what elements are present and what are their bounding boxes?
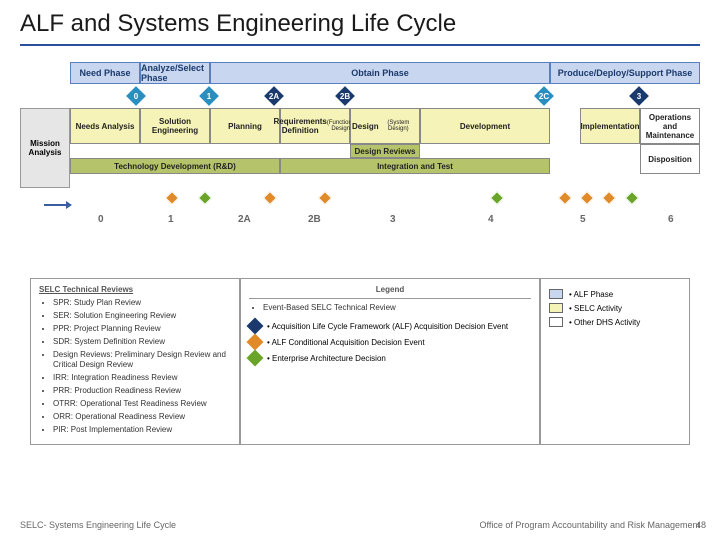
legend-tech-reviews: SELC Technical Reviews SPR: Study Plan R… (30, 278, 240, 445)
legend-shape-row: • ALF Conditional Acquisition Decision E… (249, 336, 531, 348)
legend-item: SDR: System Definition Review (53, 337, 231, 347)
arrow-icon (44, 204, 68, 206)
phase-header: Analyze/Select Phase (140, 62, 210, 84)
selc-marker (490, 191, 504, 205)
stage-number: 2B (308, 214, 321, 225)
activity-lane: Design Reviews (350, 144, 420, 158)
legend-item: SER: Solution Engineering Review (53, 311, 231, 321)
stage-number: 5 (580, 214, 586, 225)
selc-marker-row (70, 188, 700, 208)
legend-item: PPR: Project Planning Review (53, 324, 231, 334)
alf-selc-diagram: Need PhaseAnalyze/Select PhaseObtain Pha… (20, 62, 700, 272)
legend-shape-row: • SELC Activity (549, 303, 681, 313)
footer-right: Office of Program Accountability and Ris… (480, 520, 700, 530)
stage-number: 0 (98, 214, 104, 225)
mission-analysis: Mission Analysis (20, 108, 70, 188)
ade-diamond: 2C (535, 87, 553, 105)
legend-item: Design Reviews: Preliminary Design Revie… (53, 350, 231, 370)
legend-panel: SELC Technical Reviews SPR: Study Plan R… (30, 278, 690, 445)
legend-item: ORR: Operational Readiness Review (53, 412, 231, 422)
legend-shape-row: • Other DHS Activity (549, 317, 681, 327)
ade-diamond: 0 (127, 87, 145, 105)
ade-diamond: 2B (336, 87, 354, 105)
activity-lane: Needs Analysis (70, 108, 140, 144)
selc-marker (625, 191, 639, 205)
activity-band: Mission Analysis Needs AnalysisSolution … (20, 108, 700, 188)
phase-header: Obtain Phase (210, 62, 550, 84)
phase-header: Need Phase (70, 62, 140, 84)
slide-footer: SELC- Systems Engineering Life Cycle Off… (20, 520, 700, 530)
legend-item: SPR: Study Plan Review (53, 298, 231, 308)
stage-number-row: 0 1 2A 2B 3 4 5 6 (70, 214, 700, 232)
legend-item: PRR: Production Readiness Review (53, 386, 231, 396)
legend-shape-row: • ALF Phase (549, 289, 681, 299)
stage-number: 2A (238, 214, 251, 225)
activity-lane: Operations and Maintenance (640, 108, 700, 144)
legend-shape-row: • Enterprise Architecture Decision (249, 352, 531, 364)
legend-right: • ALF Phase • SELC Activity • Other DHS Ac… (540, 278, 690, 445)
ade-diamond: 3 (630, 87, 648, 105)
activity-lanes: Needs AnalysisSolution EngineeringPlanni… (70, 108, 700, 188)
legend-item: PIR: Post Implementation Review (53, 425, 231, 435)
footer-left: SELC- Systems Engineering Life Cycle (20, 520, 176, 530)
activity-lane: Solution Engineering (140, 108, 210, 144)
legend-shape-row: • Acquisition Life Cycle Framework (ALF)… (249, 320, 531, 332)
activity-lane: Requirements Definition(Functional Desig… (280, 108, 350, 144)
selc-marker (558, 191, 572, 205)
ade-diamond: 1 (200, 87, 218, 105)
page-number: 48 (696, 520, 706, 530)
slide: ALF and Systems Engineering Life Cycle N… (0, 0, 720, 540)
legend-tech-title: SELC Technical Reviews (39, 285, 231, 294)
selc-marker (602, 191, 616, 205)
page-title: ALF and Systems Engineering Life Cycle (20, 10, 700, 46)
legend-center: Legend Event-Based SELC Technical Review… (240, 278, 540, 445)
selc-marker (165, 191, 179, 205)
stage-number: 1 (168, 214, 174, 225)
phase-header: Produce/Deploy/Support Phase (550, 62, 700, 84)
activity-lane: Development (420, 108, 550, 144)
legend-evt: Event-Based SELC Technical Review (263, 303, 531, 313)
activity-lane: Technology Development (R&D) (70, 158, 280, 174)
selc-marker (263, 191, 277, 205)
legend-center-title: Legend (249, 285, 531, 299)
selc-marker (198, 191, 212, 205)
ade-row: 0 1 2A 2B 2C 3 (70, 84, 700, 108)
phase-row: Need PhaseAnalyze/Select PhaseObtain Pha… (70, 62, 700, 84)
activity-lane: Implementation (580, 108, 640, 144)
ade-diamond: 2A (265, 87, 283, 105)
legend-item: OTRR: Operational Test Readiness Review (53, 399, 231, 409)
stage-number: 3 (390, 214, 396, 225)
activity-lane: Design(System Design) (350, 108, 420, 144)
activity-lane: Planning (210, 108, 280, 144)
stage-number: 6 (668, 214, 674, 225)
legend-item: IRR: Integration Readiness Review (53, 373, 231, 383)
activity-lane: Disposition (640, 144, 700, 174)
selc-marker (318, 191, 332, 205)
stage-number: 4 (488, 214, 494, 225)
selc-marker (580, 191, 594, 205)
activity-lane: Integration and Test (280, 158, 550, 174)
